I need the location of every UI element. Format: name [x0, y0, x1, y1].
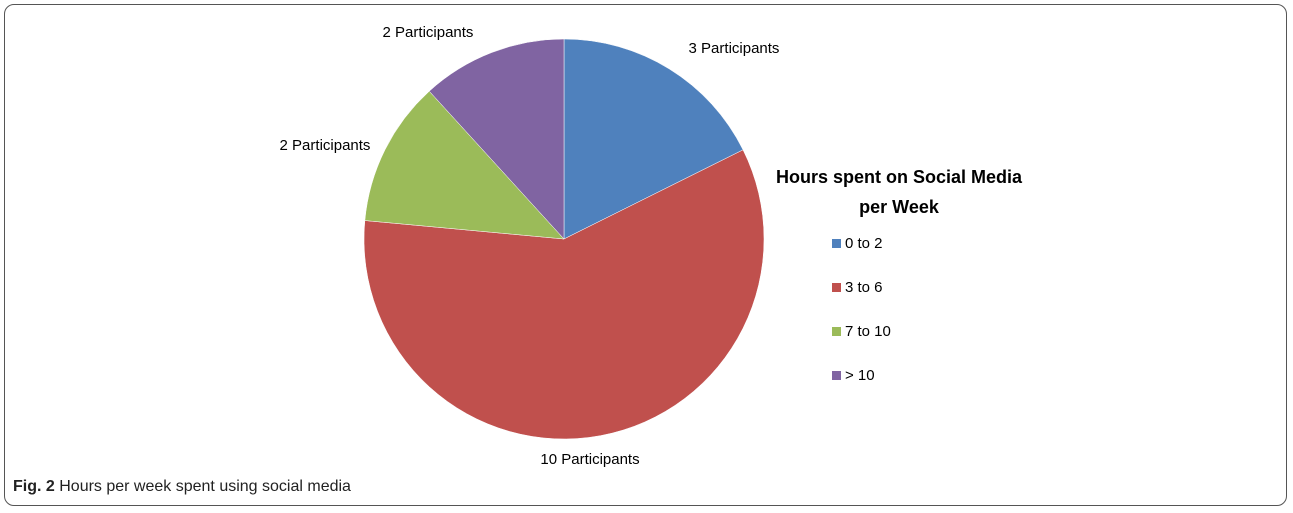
slice-label-3: 2 Participants	[280, 137, 371, 154]
legend-label-1: 0 to 2	[845, 235, 883, 252]
legend-swatch-3	[832, 327, 841, 336]
figure-frame	[4, 4, 1287, 506]
slice-label-1: 3 Participants	[689, 40, 780, 57]
slice-labels: 3 Participants 10 Participants 2 Participa…	[280, 24, 780, 468]
pie-slice-1	[563, 38, 744, 240]
pie-slice-3	[364, 90, 565, 240]
legend-label-4: > 10	[845, 367, 875, 384]
legend: Hours spent on Social Media per Week 0 t…	[776, 167, 1023, 384]
legend-title-line-2: per Week	[859, 197, 940, 217]
pie-slices	[363, 38, 765, 440]
figure-caption: Fig. 2 Hours per week spent using social…	[13, 478, 351, 496]
slice-label-4: 2 Participants	[383, 24, 474, 41]
caption-label: Fig. 2	[13, 478, 55, 495]
caption-text: Hours per week spent using social media	[59, 478, 351, 495]
pie-slice-4	[428, 38, 565, 240]
pie-slice-2	[363, 149, 765, 440]
legend-swatch-4	[832, 371, 841, 380]
legend-items: 0 to 2 3 to 6 7 to 10 > 10	[832, 235, 891, 384]
legend-swatch-2	[832, 283, 841, 292]
legend-swatch-1	[832, 239, 841, 248]
legend-title-line-1: Hours spent on Social Media	[776, 167, 1023, 187]
legend-label-3: 7 to 10	[845, 323, 891, 340]
legend-label-2: 3 to 6	[845, 279, 883, 296]
slice-label-2: 10 Participants	[540, 451, 639, 468]
